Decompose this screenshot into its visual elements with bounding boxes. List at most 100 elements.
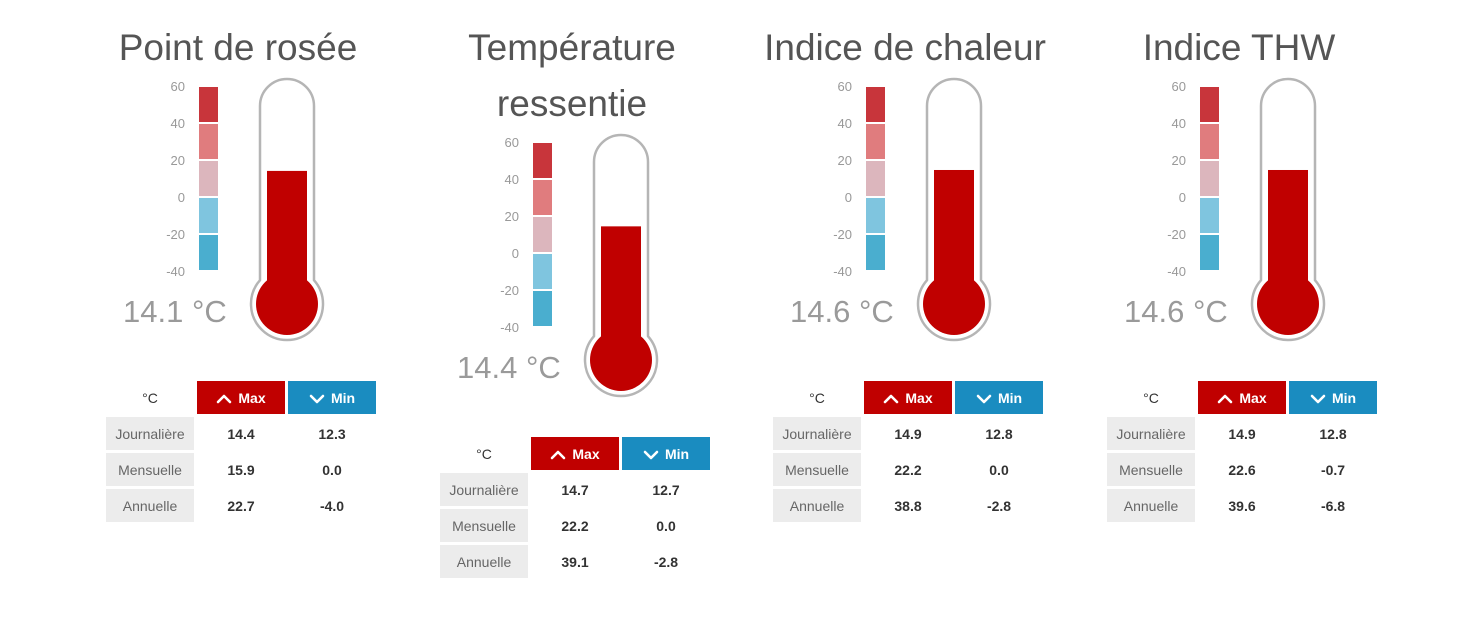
table-row: Journalière 14.4 12.3 — [106, 417, 376, 450]
scale-tick-label: 0 — [512, 246, 519, 261]
min-header-button[interactable]: Min — [1289, 381, 1377, 414]
min-header-label: Min — [997, 389, 1023, 406]
chevron-up-icon — [550, 450, 566, 460]
max-value: 22.7 — [227, 497, 255, 514]
scale-tick-label: 60 — [171, 79, 185, 94]
min-header-button[interactable]: Min — [622, 437, 710, 470]
scale-tick-label: -20 — [166, 227, 185, 242]
max-value: 39.6 — [1228, 497, 1256, 514]
max-header-label: Max — [238, 389, 266, 406]
table-row: Annuelle 39.1 -2.8 — [440, 545, 710, 578]
max-value: 14.7 — [561, 481, 589, 498]
gauge-panel: Température ressentie 60 40 20 0 -20 -40 14.4 °… — [437, 20, 727, 618]
period-label: Mensuelle — [773, 453, 861, 486]
scale-segment — [199, 235, 218, 270]
thermometer: 60 40 20 0 -20 -40 14.4 °C — [437, 133, 727, 432]
stats-table: °C Max Min Journalière 14.9 12.8 Mensuelle 22.2… — [770, 378, 1046, 525]
unit-label: °C — [476, 445, 492, 462]
max-header-button[interactable]: Max — [531, 437, 619, 470]
scale-tick-label: -20 — [833, 227, 852, 242]
thermometer-graphic: 60 40 20 0 -20 -40 — [833, 77, 992, 342]
gauge-panel: Indice THW 60 40 20 0 -20 -40 14.6 °C °C Max Min Jo… — [1104, 20, 1394, 618]
scale-tick-label: 40 — [1172, 116, 1186, 131]
thermometer-graphic: 60 40 20 0 -20 -40 — [166, 77, 325, 342]
max-header-button[interactable]: Max — [864, 381, 952, 414]
current-reading: 14.1 °C — [123, 294, 227, 329]
table-row: Journalière 14.7 12.7 — [440, 473, 710, 506]
scale-tick-label: 40 — [171, 116, 185, 131]
table-row: Annuelle 39.6 -6.8 — [1107, 489, 1377, 522]
max-value: 38.8 — [894, 497, 922, 514]
scale-tick-label: 0 — [845, 190, 852, 205]
chevron-down-icon — [976, 394, 992, 404]
scale-segment — [1200, 124, 1219, 159]
max-value: 14.9 — [894, 425, 922, 442]
scale-tick-label: 20 — [838, 153, 852, 168]
stats-header-row: °C Max Min — [440, 437, 710, 470]
max-header-label: Max — [1239, 389, 1267, 406]
max-header-label: Max — [572, 445, 600, 462]
period-label: Mensuelle — [106, 453, 194, 486]
scale-tick-label: 60 — [505, 135, 519, 150]
scale-tick-label: 20 — [505, 209, 519, 224]
scale-segment — [866, 161, 885, 196]
period-label: Journalière — [106, 417, 194, 450]
max-header-label: Max — [905, 389, 933, 406]
scale-segment — [533, 143, 552, 178]
table-row: Mensuelle 22.6 -0.7 — [1107, 453, 1377, 486]
scale-tick-label: 0 — [178, 190, 185, 205]
scale-segment — [1200, 198, 1219, 233]
period-label: Annuelle — [440, 545, 528, 578]
scale-segment — [1200, 161, 1219, 196]
unit-label: °C — [809, 389, 825, 406]
min-header-button[interactable]: Min — [955, 381, 1043, 414]
stats-table: °C Max Min Journalière 14.7 12.7 Mensuelle 22.2… — [437, 434, 713, 581]
table-row: Mensuelle 22.2 0.0 — [440, 509, 710, 542]
thermometer-graphic: 60 40 20 0 -20 -40 — [1167, 77, 1326, 342]
scale-tick-label: -40 — [166, 264, 185, 279]
chevron-down-icon — [1310, 394, 1326, 404]
gauge-panel: Indice de chaleur 60 40 20 0 -20 -40 14.6 °C °C M… — [764, 20, 1060, 618]
gauge-title: Point de rosée — [118, 27, 358, 68]
scale-segment — [199, 87, 218, 122]
period-label: Journalière — [773, 417, 861, 450]
scale-segment — [533, 291, 552, 326]
chevron-up-icon — [216, 394, 232, 404]
stats-table: °C Max Min Journalière 14.9 12.8 Mensuelle 22.6… — [1104, 378, 1380, 525]
scale-segment — [533, 180, 552, 215]
table-row: Annuelle 22.7 -4.0 — [106, 489, 376, 522]
unit-label: °C — [1143, 389, 1159, 406]
thermometer-graphic: 60 40 20 0 -20 -40 — [500, 133, 659, 398]
mercury-bulb — [590, 329, 652, 391]
scale-tick-label: -20 — [1167, 227, 1186, 242]
min-header-label: Min — [1331, 389, 1357, 406]
chevron-down-icon — [643, 450, 659, 460]
scale-segment — [199, 161, 218, 196]
min-value: 12.3 — [318, 425, 346, 442]
min-value: 12.8 — [1319, 425, 1347, 442]
mercury-bulb — [923, 273, 985, 335]
current-reading: 14.4 °C — [457, 350, 561, 385]
scale-tick-label: 20 — [1172, 153, 1186, 168]
period-label: Journalière — [440, 473, 528, 506]
scale-tick-label: 60 — [1172, 79, 1186, 94]
table-row: Journalière 14.9 12.8 — [1107, 417, 1377, 450]
thermometer: 60 40 20 0 -20 -40 14.6 °C — [1104, 77, 1394, 376]
min-value: 0.0 — [989, 461, 1009, 478]
min-value: 12.8 — [985, 425, 1013, 442]
mercury-bulb — [256, 273, 318, 335]
max-header-button[interactable]: Max — [1198, 381, 1286, 414]
stats-table: °C Max Min Journalière 14.4 12.3 Mensuelle 15.9… — [103, 378, 379, 525]
scale-segment — [866, 235, 885, 270]
max-header-button[interactable]: Max — [197, 381, 285, 414]
scale-segment — [866, 124, 885, 159]
min-header-button[interactable]: Min — [288, 381, 376, 414]
min-value: 0.0 — [322, 461, 342, 478]
min-value: 0.0 — [656, 517, 676, 534]
thermometer: 60 40 20 0 -20 -40 14.6 °C — [770, 77, 1060, 376]
scale-tick-label: 0 — [1179, 190, 1186, 205]
period-label: Mensuelle — [440, 509, 528, 542]
thermometer: 60 40 20 0 -20 -40 14.1 °C — [103, 77, 393, 376]
table-row: Annuelle 38.8 -2.8 — [773, 489, 1043, 522]
